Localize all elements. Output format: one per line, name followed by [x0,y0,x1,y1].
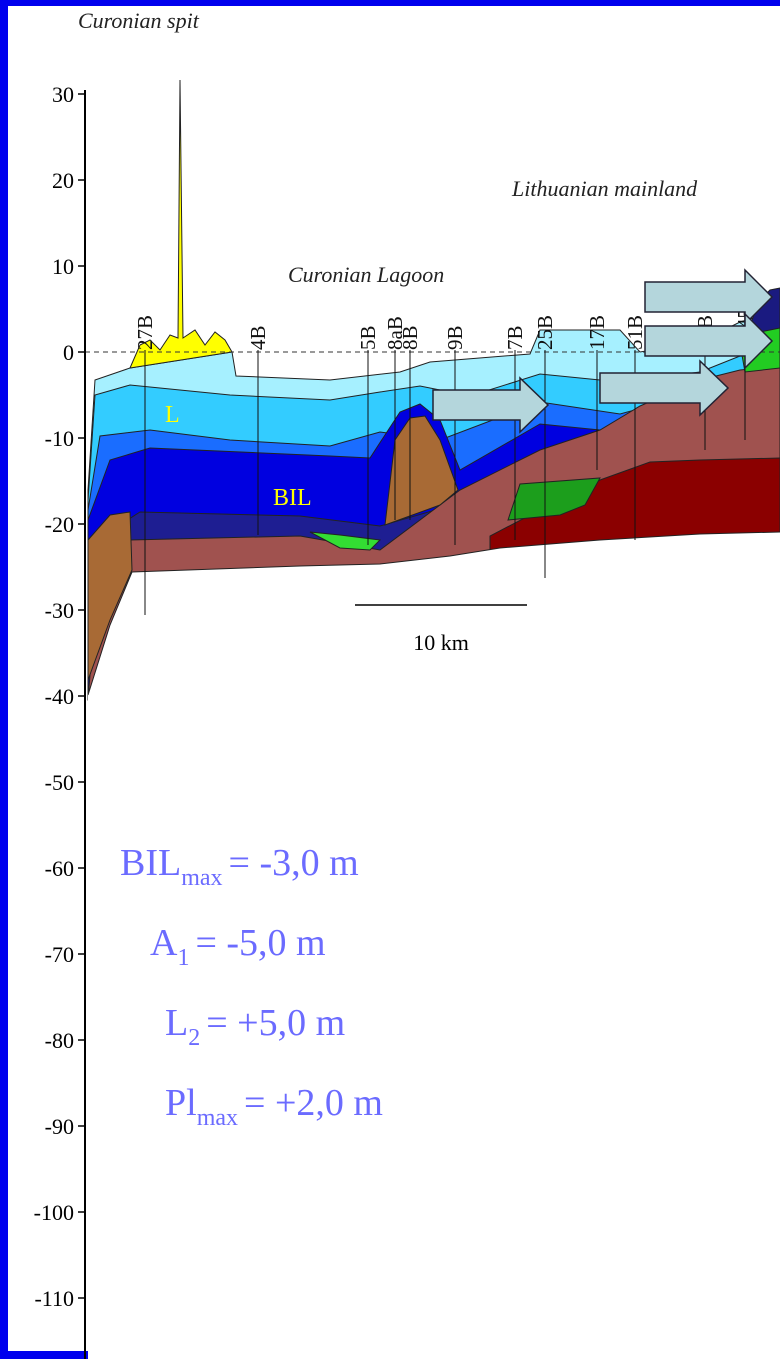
y-tick-label: -30 [45,598,74,623]
spit-label: Curonian spit [78,8,200,33]
y-tick-label: -70 [45,942,74,967]
borehole-label: 27B [133,315,157,350]
y-tick-label: -90 [45,1114,74,1139]
formula-value: = +5,0 m [206,1002,345,1044]
borehole-label: 7B [503,325,527,350]
formula-symbol: A [150,922,178,964]
formula-subscript: 2 [188,1025,200,1051]
y-tick-label: -20 [45,512,74,537]
y-tick-label: -60 [45,856,74,881]
borehole-label: 5B [356,325,380,350]
diagram: 27B4B5B8aB8B9B7B25B17B51B24B27459B 30201… [0,0,780,1359]
layer-label: L [165,402,180,428]
formula: A1= -5,0 m [150,922,326,971]
borehole-label: 17B [585,315,609,350]
y-tick-label: 30 [52,82,74,107]
borehole-label: 4B [246,325,270,350]
formula-value: = +2,0 m [244,1082,383,1124]
y-tick-label: -50 [45,770,74,795]
lagoon-label: Curonian Lagoon [288,262,444,287]
formula-symbol: BIL [120,842,181,884]
borehole-label: 51B [623,315,647,350]
y-tick-label: -80 [45,1028,74,1053]
borehole-label: 25B [533,315,557,350]
page: {"header": {"spit": "Curonian spit", "ma… [0,0,780,1359]
y-tick-label: -100 [34,1200,74,1225]
y-tick-label: -10 [45,426,74,451]
formula-value: = -3,0 m [229,842,359,884]
y-tick-label: -110 [34,1286,74,1311]
formula-symbol: L [165,1002,188,1044]
formula-symbol: Pl [165,1082,197,1124]
section-base-mask [88,532,780,1359]
borehole-label: 9B [443,325,467,350]
y-tick-label: 10 [52,254,74,279]
formula-subscript: max [197,1105,238,1131]
scale-label: 10 km [413,630,469,655]
y-tick-label: 20 [52,168,74,193]
formula: BILmax = -3,0 m [120,842,359,891]
y-tick-label: -40 [45,684,74,709]
layer-label: BIL [273,485,312,511]
formula-value: = -5,0 m [195,922,325,964]
borehole-label: 8B [398,325,422,350]
formula-subscript: 1 [177,945,189,971]
mainland-label: Lithuanian mainland [511,176,698,201]
formula-subscript: max [181,865,222,891]
y-tick-label: 0 [63,340,74,365]
